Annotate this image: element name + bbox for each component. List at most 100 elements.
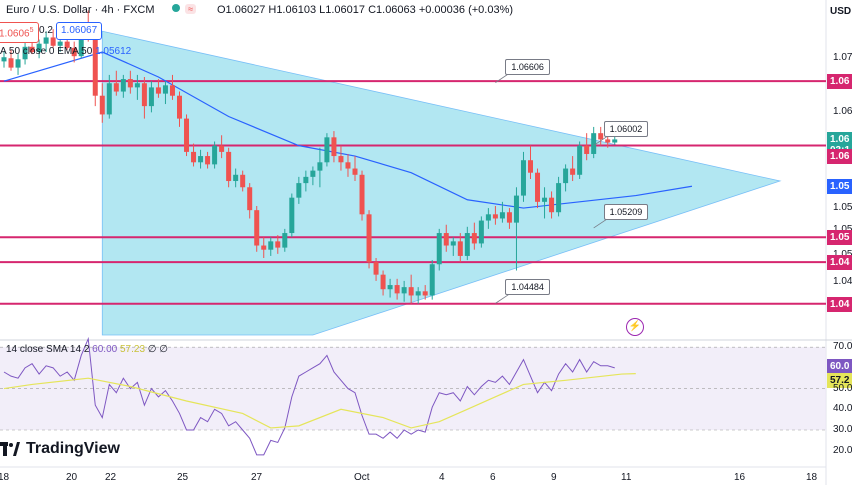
tradingview-logo-icon <box>0 442 20 456</box>
time-tick-7: 6 <box>490 472 496 483</box>
candle-body-59 <box>415 291 421 296</box>
candle-body-80 <box>563 168 569 184</box>
price-tag-0: 1.06 <box>827 74 852 90</box>
price-callout-0[interactable]: 1.06606 <box>505 58 550 75</box>
candle-body-62 <box>436 233 442 265</box>
rsi-sma-line <box>3 373 636 429</box>
price-callout-2[interactable]: 1.05209 <box>603 203 649 220</box>
candle-body-78 <box>549 197 555 213</box>
candle-body-58 <box>408 287 414 296</box>
candle-body-19 <box>134 83 140 88</box>
candle-body-32 <box>226 151 232 182</box>
candle-body-5 <box>36 43 42 53</box>
candle-body-82 <box>577 145 583 175</box>
candle-body-70 <box>492 214 498 219</box>
candle-body-79 <box>556 183 562 213</box>
price-tag-6: 1.04 <box>827 255 852 271</box>
candle-body-56 <box>394 285 400 294</box>
spread-value: 0.2 <box>39 25 53 36</box>
price-callout-1[interactable]: 1.06002 <box>603 121 649 138</box>
snapshot-icon[interactable]: ⚡ <box>626 318 644 336</box>
ema-label: A 50 close 0 EMA 50 <box>0 46 93 57</box>
price-tag-3: 1.06 <box>827 149 852 165</box>
candle-body-1 <box>8 58 14 68</box>
candle-body-43 <box>303 176 309 184</box>
candle-body-6 <box>43 37 49 44</box>
time-tick-6: 4 <box>439 472 445 483</box>
rsi-tick-0: 70.00 <box>833 341 852 353</box>
market-status-badge[interactable]: ≈ <box>172 3 197 15</box>
candle-body-74 <box>520 160 526 196</box>
candle-body-55 <box>387 285 393 290</box>
candle-body-10 <box>71 47 77 57</box>
ema-line <box>3 51 693 209</box>
time-tick-11: 18 <box>806 472 818 483</box>
rsi-tick-5: 30.00 <box>833 424 852 435</box>
price-tag-7: 1.04 <box>827 296 852 312</box>
candle-body-47 <box>331 137 337 157</box>
rsi-value: 60.00 <box>92 344 118 355</box>
wave-icon: ≈ <box>185 4 197 14</box>
candle-body-66 <box>464 233 470 256</box>
candle-body-36 <box>254 210 260 246</box>
rsi-tick-1: 60.0 <box>827 358 852 374</box>
candle-body-27 <box>191 151 197 163</box>
sell-price-box[interactable]: 1.06065 <box>0 22 39 44</box>
candle-body-37 <box>261 245 267 250</box>
candle-body-11 <box>78 33 84 57</box>
rsi-label: 14 close SMA 14 2 <box>6 344 90 355</box>
price-tick-1: 1.06 <box>833 106 852 117</box>
candle-body-34 <box>240 174 246 188</box>
candle-body-40 <box>282 233 288 248</box>
candle-body-39 <box>275 241 281 248</box>
candle-body-0 <box>1 57 7 62</box>
candle-body-31 <box>219 145 225 152</box>
triangle-pattern <box>101 30 782 336</box>
candle-body-85 <box>598 133 604 140</box>
candle-body-42 <box>296 183 302 198</box>
candle-body-52 <box>366 214 372 263</box>
candle-body-87 <box>612 139 618 143</box>
symbol-title[interactable]: Euro / U.S. Dollar · 4h · FXCM <box>6 4 155 16</box>
candle-body-81 <box>570 168 576 175</box>
candle-body-61 <box>429 264 435 296</box>
candle-body-45 <box>317 162 323 171</box>
candle-body-20 <box>141 83 147 107</box>
candle-body-38 <box>268 241 274 250</box>
candle-body-7 <box>50 37 56 46</box>
price-tag-4: 1.05 <box>827 179 852 195</box>
time-tick-0: 18 <box>0 472 10 483</box>
rsi-sma-value: 57.23 <box>119 344 146 355</box>
candle-body-50 <box>352 168 358 175</box>
candle-body-86 <box>605 139 611 143</box>
candle-body-2 <box>15 59 21 68</box>
rsi-tick-2: 57.2 <box>827 372 852 388</box>
buy-price-box[interactable]: 1.06067 <box>56 22 103 40</box>
candle-body-48 <box>338 156 344 163</box>
tradingview-logo[interactable]: TradingView <box>0 440 120 458</box>
candle-body-46 <box>324 137 330 163</box>
candle-body-75 <box>528 160 533 173</box>
ema-indicator-label: A 50 close 0 EMA 50 1.05612 <box>0 46 131 57</box>
candle-body-76 <box>535 172 541 202</box>
rsi-tick-3: 50.00 <box>833 382 852 394</box>
candle-body-21 <box>148 87 154 107</box>
time-tick-4: 27 <box>251 472 263 483</box>
candle-body-65 <box>457 241 463 256</box>
candle-body-64 <box>450 241 456 246</box>
candle-body-24 <box>169 85 175 96</box>
candle-body-29 <box>205 156 211 165</box>
candle-body-16 <box>113 83 119 92</box>
candle-body-84 <box>591 133 597 154</box>
tradingview-logo-text: TradingView <box>26 440 120 457</box>
candle-body-28 <box>198 156 204 163</box>
candle-body-23 <box>162 85 168 94</box>
time-tick-10: 16 <box>734 472 746 483</box>
price-callout-3[interactable]: 1.04484 <box>505 279 550 296</box>
candle-body-15 <box>106 83 112 115</box>
price-tag-5: 1.05 <box>827 230 852 246</box>
time-tick-1: 20 <box>66 472 78 483</box>
candle-body-25 <box>177 95 182 119</box>
